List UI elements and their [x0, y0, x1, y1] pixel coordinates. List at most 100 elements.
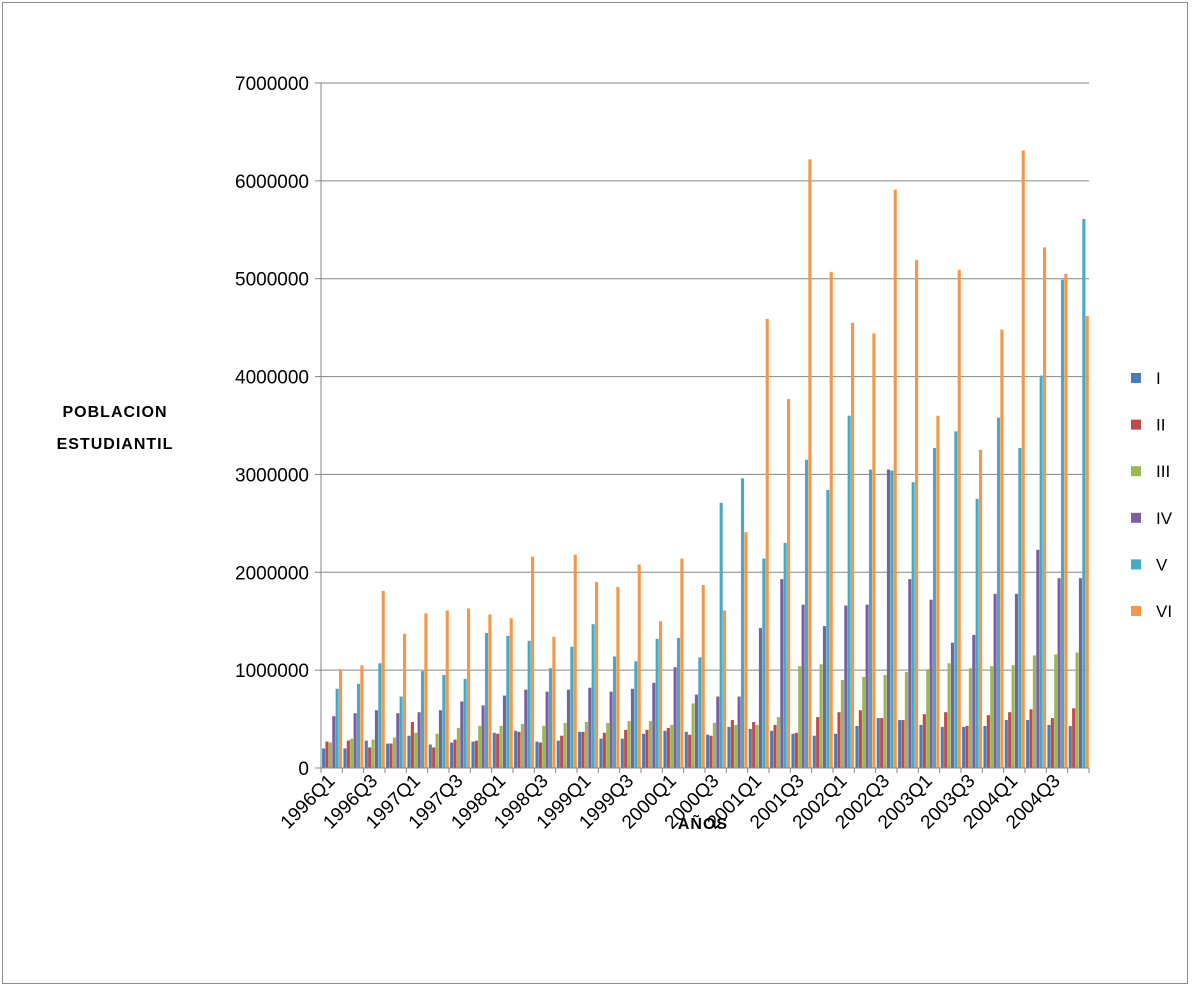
bar-v-1997q1	[420, 671, 425, 768]
bar-ii-1996q1	[325, 741, 329, 768]
bar-iii-2002q2	[862, 676, 866, 768]
bar-ii-2000q3	[709, 735, 713, 768]
bar-iii-1997q2	[435, 733, 439, 768]
bar-ii-2000q2	[688, 734, 692, 768]
bar-vi-2003q1	[936, 415, 940, 768]
bar-iv-1999q4	[652, 682, 656, 768]
bar-ii-1996q2	[346, 740, 350, 768]
legend-swatch-iv	[1131, 512, 1141, 523]
bar-iv-2001q3	[801, 604, 805, 768]
axes	[320, 83, 1090, 773]
bar-vi-1999q1	[595, 582, 599, 768]
bar-i-2003q2	[940, 726, 944, 768]
bar-ii-1997q3	[453, 739, 457, 768]
bar-ii-2002q3	[880, 718, 884, 768]
bar-v-2002q3	[890, 470, 894, 768]
bar-v-2004q4	[1082, 219, 1086, 768]
bar-iv-2004q2	[1036, 549, 1040, 768]
bar-i-1996q3	[364, 740, 368, 768]
bar-vi-2003q4	[1000, 329, 1004, 768]
bar-vi-2000q4	[744, 532, 748, 768]
bar-iii-2002q3	[883, 675, 887, 768]
bar-iv-2004q3	[1057, 578, 1061, 768]
bar-ii-1997q1	[410, 722, 414, 768]
bar-i-1998q3	[535, 741, 539, 768]
bar-ii-2002q1	[837, 712, 841, 768]
bar-v-1996q2	[356, 683, 361, 768]
bar-v-1998q3	[548, 668, 553, 768]
bar-v-2000q3	[719, 502, 723, 768]
bar-iii-2004q3	[1054, 654, 1058, 768]
bar-vi-1996q2	[360, 665, 364, 768]
bar-v-1997q3	[463, 678, 467, 768]
bar-vi-2001q4	[829, 271, 833, 768]
bar-i-2001q2	[770, 730, 774, 768]
y-axis-title-line1: POBLACION	[63, 404, 168, 421]
bar-ii-1999q1	[581, 731, 585, 768]
bar-iii-1998q3	[542, 725, 546, 768]
bar-iii-1996q3	[371, 739, 375, 768]
bar-i-2004q2	[1026, 720, 1030, 768]
bar-ii-2004q1	[1008, 712, 1012, 768]
bar-i-2002q3	[876, 718, 880, 768]
bar-iii-1999q2	[606, 722, 610, 768]
bar-ii-1997q2	[432, 747, 436, 768]
bars	[322, 150, 1089, 768]
bar-i-2003q1	[919, 724, 923, 768]
bar-v-1996q4	[399, 696, 403, 768]
bar-iv-2001q1	[758, 628, 763, 768]
y-tick-label: 4000000	[235, 368, 309, 389]
bar-iv-2004q4	[1078, 578, 1083, 768]
bar-ii-2004q3	[1050, 718, 1054, 768]
bar-vi-1997q3	[467, 608, 471, 768]
bar-i-2000q1	[663, 730, 667, 768]
bar-iii-1996q4	[392, 737, 396, 768]
bar-i-1998q1	[492, 732, 496, 768]
bar-iv-2003q1	[929, 599, 933, 768]
bar-vi-2004q2	[1043, 247, 1047, 768]
bar-v-1999q1	[591, 624, 595, 768]
bar-i-1999q3	[620, 738, 624, 768]
bar-ii-2000q4	[730, 720, 734, 768]
y-axis-title-line2: ESTUDIANTIL	[57, 436, 174, 453]
bar-v-2002q1	[847, 415, 851, 768]
bar-vi-1999q3	[637, 564, 641, 768]
legend-swatch-vi	[1131, 606, 1141, 616]
bar-ii-1999q4	[645, 729, 649, 768]
bar-vi-2002q1	[851, 322, 855, 768]
bar-v-1999q3	[634, 661, 638, 768]
bar-iv-1997q2	[438, 710, 443, 768]
y-tick-label: 0	[298, 759, 309, 780]
bar-i-2000q3	[706, 734, 710, 768]
bar-iv-1996q1	[332, 716, 336, 768]
bar-v-2003q1	[932, 448, 937, 768]
bar-iv-2000q1	[673, 667, 677, 768]
y-tick-label: 5000000	[235, 270, 309, 291]
legend-label-iv: IV	[1156, 509, 1173, 528]
bar-iii-2004q2	[1032, 655, 1036, 768]
bar-v-2004q2	[1039, 375, 1043, 768]
bar-vi-1996q1	[339, 669, 343, 768]
bar-v-1998q1	[506, 635, 510, 768]
bar-v-2004q1	[1018, 448, 1022, 768]
bar-v-2004q3	[1060, 279, 1065, 768]
bar-iv-1999q3	[630, 688, 635, 768]
bar-iv-2002q4	[908, 579, 912, 768]
bar-vi-2001q2	[787, 399, 791, 768]
bar-iii-2003q4	[990, 666, 994, 768]
bar-iv-1997q1	[417, 712, 421, 768]
bar-v-1999q4	[655, 638, 659, 768]
bar-iii-2004q4	[1075, 652, 1079, 768]
bar-v-2001q2	[783, 542, 787, 768]
bar-vi-1999q2	[616, 586, 620, 768]
bar-iii-2000q2	[691, 703, 695, 768]
bar-ii-2000q1	[666, 727, 670, 768]
bar-iv-2001q4	[822, 626, 827, 768]
bar-ii-2001q1	[752, 722, 756, 768]
bar-ii-1997q4	[474, 740, 478, 768]
bar-v-2001q4	[826, 490, 830, 768]
legend-swatch-v	[1131, 559, 1141, 570]
bar-iv-1996q2	[353, 713, 357, 768]
bar-vi-1996q4	[403, 633, 407, 768]
